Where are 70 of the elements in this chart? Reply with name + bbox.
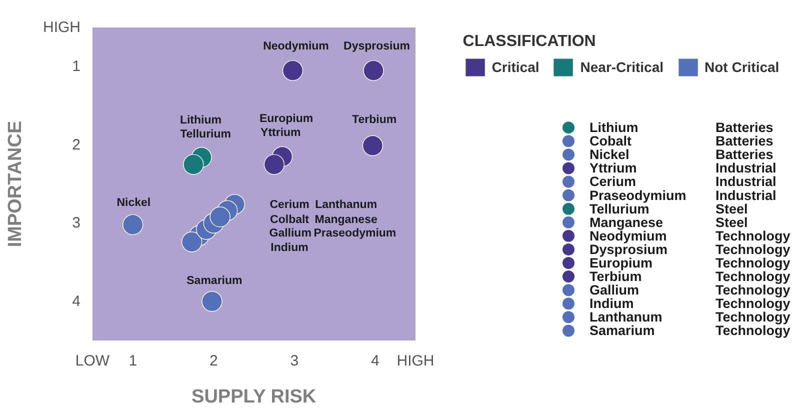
annotation: Europium xyxy=(259,113,314,126)
y-tick-label: 1 xyxy=(72,58,80,76)
x-tick-label: 3 xyxy=(290,352,299,370)
legend-label: Nickel xyxy=(590,147,630,162)
annotation: Yttrium xyxy=(260,127,301,140)
point xyxy=(363,60,384,81)
text: Industrial xyxy=(716,188,776,203)
y-axis-title: IMPORTANCE xyxy=(5,120,26,248)
legend-label: Indium xyxy=(590,296,634,312)
text: Industrial xyxy=(716,160,776,176)
text: Technology xyxy=(716,323,791,338)
legend-label: Not Critical xyxy=(704,59,780,75)
annotation: Indium xyxy=(270,242,308,254)
point xyxy=(202,291,222,312)
annotation: Tellurium xyxy=(180,128,232,141)
point xyxy=(210,206,230,228)
text: Steel xyxy=(716,214,748,230)
legend-label: Critical xyxy=(492,59,540,75)
legend-label: Samarium xyxy=(590,323,655,338)
text: Steel xyxy=(716,201,748,216)
point xyxy=(362,135,384,156)
annotation: Praseodymium xyxy=(314,227,396,240)
annotation: Manganese xyxy=(314,214,378,226)
annotation: Lanthanum xyxy=(315,199,378,212)
legend-label: Cerium xyxy=(590,174,636,190)
x-tick-label: 1 xyxy=(128,352,138,370)
point xyxy=(181,232,202,252)
legend-label: Lithium xyxy=(590,120,638,136)
y-tick-label: 4 xyxy=(72,292,80,310)
y-tick-label: 2 xyxy=(72,136,80,154)
point xyxy=(264,154,285,175)
annotation: Lithium xyxy=(180,114,222,127)
text: Technology xyxy=(716,310,791,325)
annotation: Terbium xyxy=(352,114,397,126)
point xyxy=(282,60,304,81)
text: Technology xyxy=(716,256,791,270)
text: Batteries xyxy=(716,147,774,162)
x-axis-title: SUPPLY RISK xyxy=(192,386,316,408)
annotation: Colbalt xyxy=(270,214,310,226)
text: Technology xyxy=(716,269,791,284)
x-tick-label: HIGH xyxy=(396,352,434,370)
text: Technology xyxy=(716,282,791,298)
text: Technology xyxy=(716,296,791,312)
point xyxy=(183,154,204,175)
legend-label: Gallium xyxy=(590,282,640,298)
legend-label: Praseodymium xyxy=(590,188,686,203)
legend-label: Manganese xyxy=(590,214,664,230)
annotation: Nickel xyxy=(116,196,151,209)
text: Industrial xyxy=(716,174,776,190)
legend-label: Europium xyxy=(590,256,652,270)
annotation: Samarium xyxy=(186,275,242,288)
legend-label: Lanthanum xyxy=(590,310,662,325)
x-tick-label: 4 xyxy=(370,352,380,370)
legend-label: Yttrium xyxy=(590,160,637,176)
annotation: Cerium xyxy=(270,199,310,212)
point xyxy=(122,214,144,236)
text: Batteries xyxy=(716,120,774,136)
legend-title: CLASSIFICATION xyxy=(462,33,597,51)
text: Batteries xyxy=(716,134,774,149)
x-tick-label: 2 xyxy=(209,352,218,370)
legend-label: Cobalt xyxy=(590,134,632,149)
annotation: Gallium xyxy=(269,227,312,240)
annotation: Neodymium xyxy=(263,40,329,52)
annotation: Dysprosium xyxy=(344,40,410,52)
y-tick-label: 3 xyxy=(72,214,80,232)
legend-label: Terbium xyxy=(590,269,642,284)
text: Technology xyxy=(716,228,791,244)
x-tick-label: LOW xyxy=(75,352,110,370)
legend-label: Near-Critical xyxy=(580,59,664,75)
y-tick-label: HIGH xyxy=(43,19,80,36)
